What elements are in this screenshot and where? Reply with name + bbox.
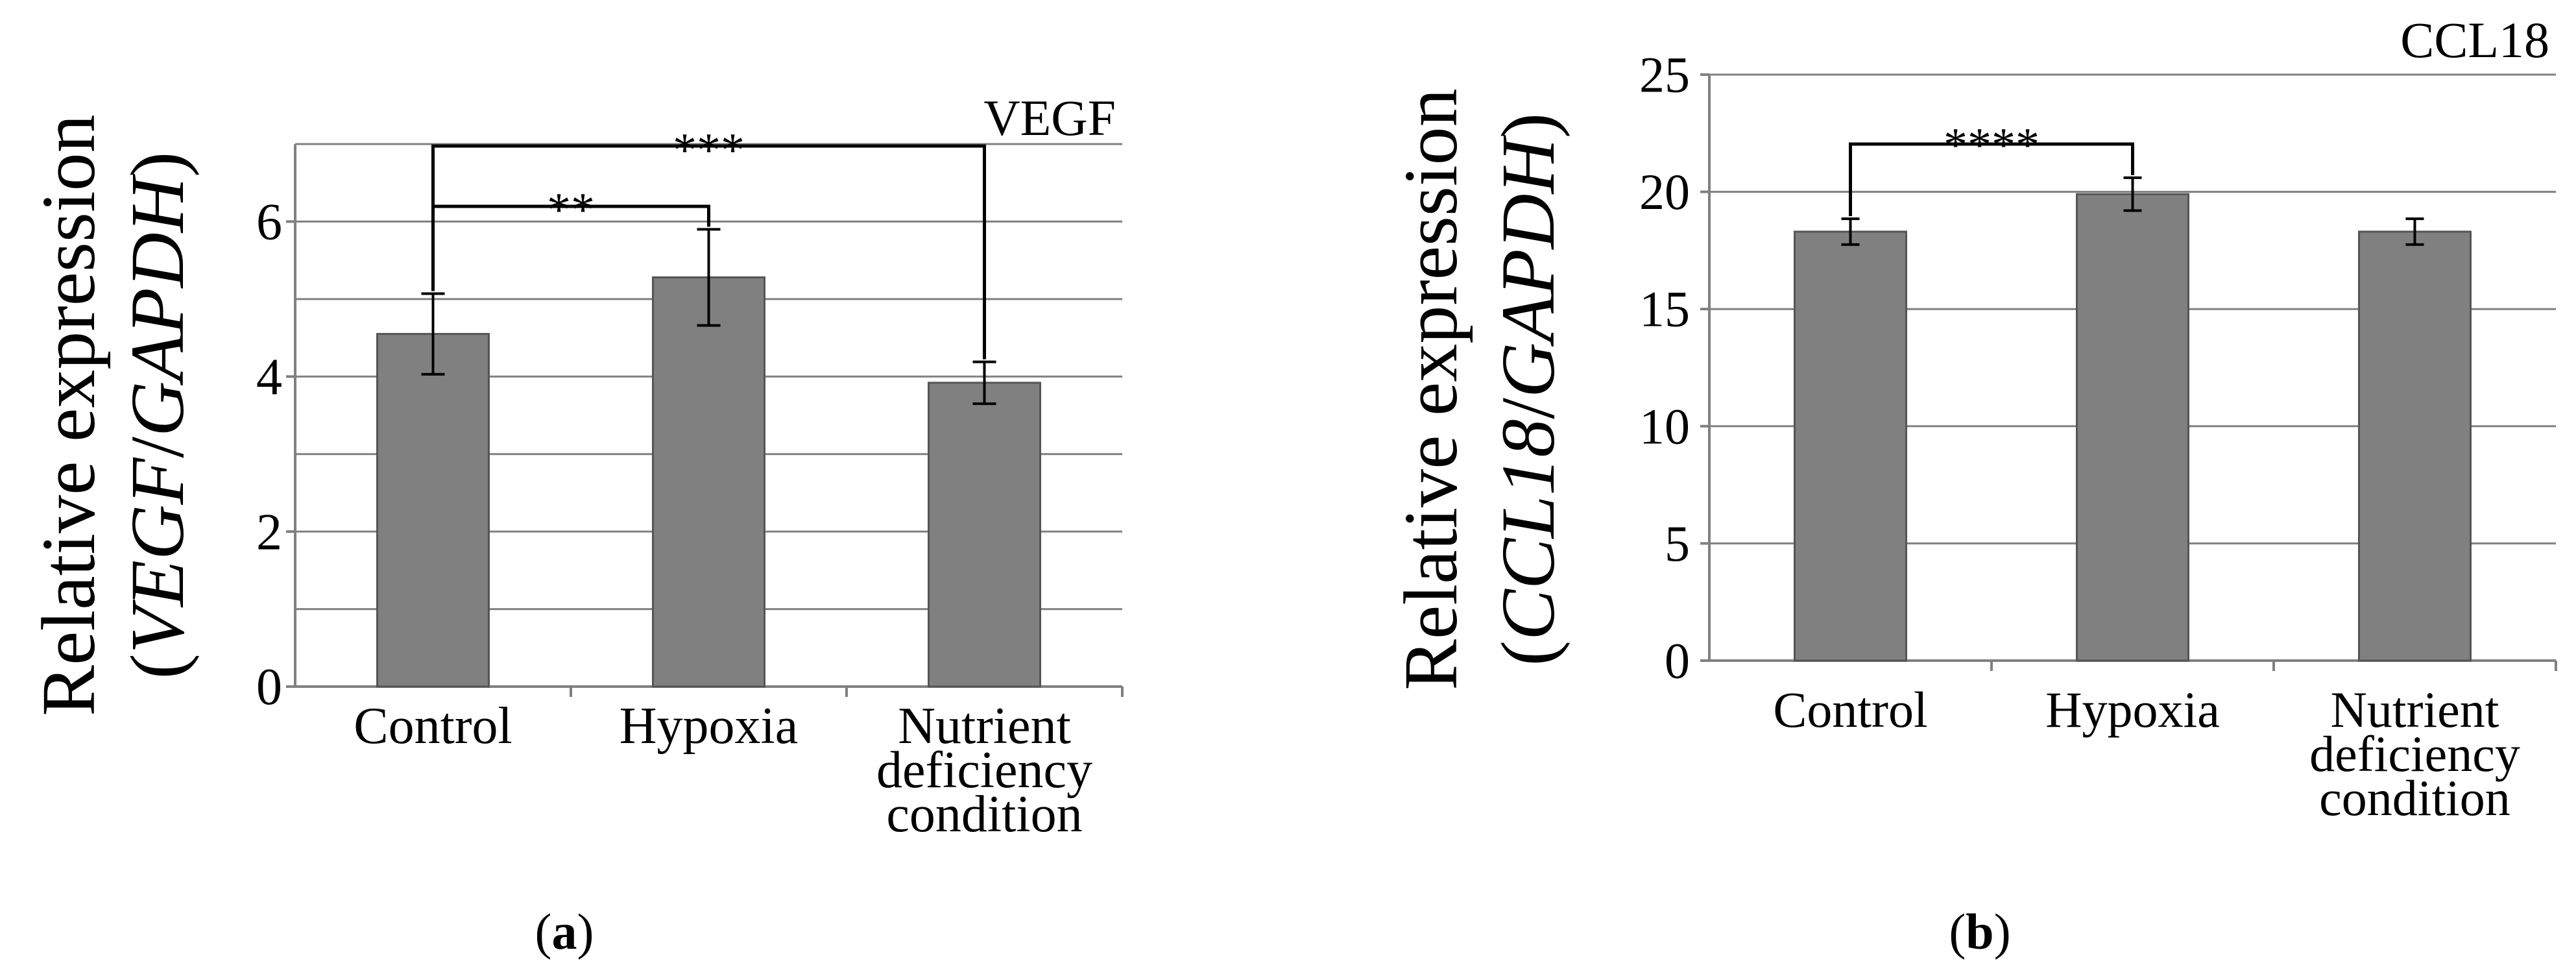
panel-label: (b) bbox=[1949, 903, 2010, 960]
bar bbox=[2076, 193, 2189, 662]
y-axis-label-line1: Relative expression bbox=[1388, 88, 1473, 690]
x-category-label: condition bbox=[886, 786, 1082, 843]
y-tick-label: 10 bbox=[1639, 398, 1690, 454]
paren-open: ( bbox=[1486, 640, 1571, 666]
paren-close: ) bbox=[115, 152, 200, 177]
chart-panel-b: 0 5 10 15 20 25 Control Hypoxia Nutrientdeficien… bbox=[1388, 12, 2557, 960]
chart-panel-a: 0 2 4 6 Control Hypoxia Nutrientdeficiencycond… bbox=[26, 90, 1124, 960]
y-axis-label-line1: Relative expression bbox=[26, 114, 111, 716]
significance-label: ** bbox=[547, 184, 595, 237]
y-tick-label: 4 bbox=[256, 348, 282, 406]
significance-label: *** bbox=[673, 124, 745, 177]
x-category-label: Control bbox=[1773, 681, 1927, 738]
panel-letter: b bbox=[1966, 903, 1993, 960]
x-category-label: deficiency bbox=[876, 742, 1092, 799]
x-category-label: Nutrient bbox=[898, 698, 1071, 755]
bar bbox=[1794, 230, 1907, 662]
bar bbox=[376, 333, 490, 688]
paren-close: ) bbox=[1486, 113, 1571, 138]
x-category-label: Hypoxia bbox=[2045, 681, 2220, 738]
bar bbox=[928, 382, 1041, 688]
x-category-label: condition bbox=[2319, 770, 2510, 826]
ylabel-gene: CCL18 bbox=[1486, 419, 1571, 640]
y-tick-label: 5 bbox=[1665, 515, 1690, 572]
significance-bracket bbox=[431, 144, 986, 360]
panel-label: (a) bbox=[535, 903, 594, 960]
chart-title: CCL18 bbox=[2400, 12, 2549, 68]
y-tick-label: 2 bbox=[256, 504, 282, 561]
y-tick-label: 0 bbox=[1665, 633, 1690, 689]
x-category-label: Control bbox=[354, 698, 512, 755]
bar bbox=[652, 276, 765, 688]
y-tick-label: 20 bbox=[1639, 164, 1690, 220]
panel-paren-open: ( bbox=[1949, 903, 1966, 960]
paren-open: ( bbox=[115, 653, 200, 679]
x-category-label: deficiency bbox=[2309, 726, 2520, 782]
ylabel-ref: GAPDH bbox=[1486, 134, 1571, 398]
panel-paren-close: ) bbox=[577, 903, 594, 960]
y-tick-label: 15 bbox=[1639, 281, 1690, 337]
y-axis-label-line2: (VEGF/GAPDH) bbox=[115, 152, 200, 679]
panel-paren-open: ( bbox=[535, 903, 552, 960]
x-category-label: Hypoxia bbox=[620, 698, 799, 755]
significance-bracket bbox=[1849, 142, 2134, 217]
chart-title: VEGF bbox=[983, 90, 1116, 146]
ylabel-gene: VEGF bbox=[115, 457, 200, 653]
ylabel-ref: GAPDH bbox=[115, 173, 200, 437]
ylabel-sep: / bbox=[1486, 398, 1571, 419]
y-tick-label: 6 bbox=[256, 194, 282, 251]
panel-paren-close: ) bbox=[1994, 903, 2011, 960]
y-tick-label: 25 bbox=[1639, 47, 1690, 103]
y-axis-label-line2: (CCL18/GAPDH) bbox=[1486, 113, 1571, 666]
significance-label: **** bbox=[1944, 119, 2040, 172]
ylabel-sep: / bbox=[115, 437, 200, 458]
y-tick-label: 0 bbox=[256, 659, 282, 716]
bar bbox=[2358, 230, 2472, 662]
x-category-label: Nutrient bbox=[2331, 681, 2499, 738]
panel-letter: a bbox=[552, 903, 577, 960]
